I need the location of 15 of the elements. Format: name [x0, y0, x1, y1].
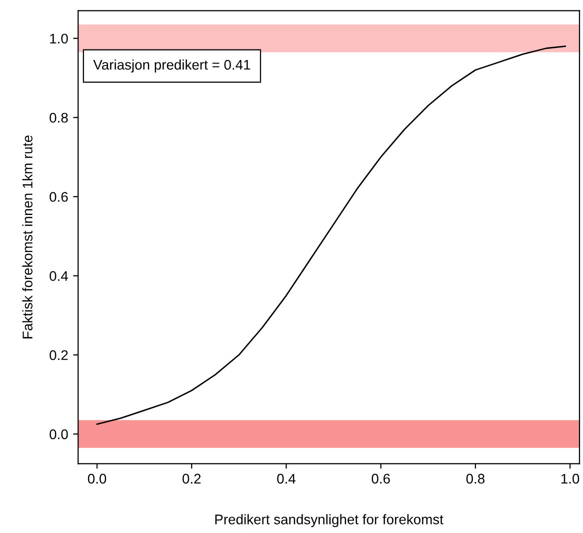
y-tick-label: 0.0	[50, 429, 68, 440]
x-tick-label: 0.4	[277, 474, 296, 484]
y-axis-title: Faktisk forekomst innen 1km rute	[22, 136, 32, 338]
y-tick-label: 0.8	[50, 112, 68, 123]
x-tick-label: 0.6	[372, 474, 390, 484]
y-tick-label: 1.0	[50, 34, 68, 44]
x-tick-label: 0.2	[182, 474, 201, 484]
y-tick-label: 0.6	[50, 192, 68, 202]
y-tick-label: 0.2	[50, 350, 68, 360]
x-tick-label: 1.0	[561, 474, 580, 484]
x-axis-title: Predikert sandsynlighet for forekomst	[215, 514, 444, 528]
y-tick-label: 0.4	[50, 271, 68, 281]
x-tick-label: 0.8	[466, 474, 484, 484]
annotation: Variasjon predikert = 0.41	[93, 59, 250, 72]
x-tick-label: 0.0	[88, 474, 106, 484]
